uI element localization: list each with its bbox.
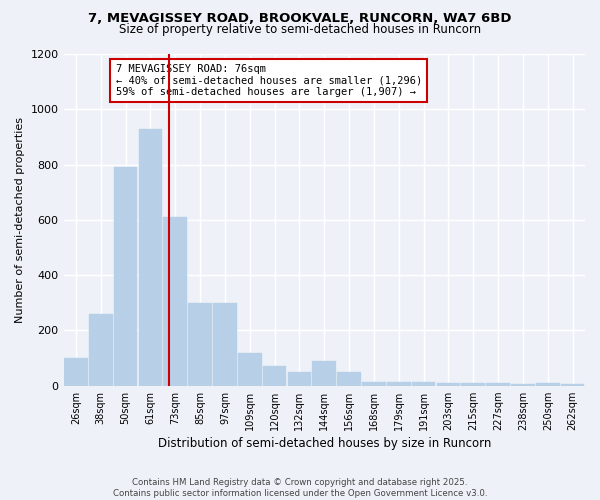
Bar (263, 366, 286, 386)
Bar (337, 372, 361, 386)
Text: 7, MEVAGISSEY ROAD, BROOKVALE, RUNCORN, WA7 6BD: 7, MEVAGISSEY ROAD, BROOKVALE, RUNCORN, … (88, 12, 512, 26)
Bar (387, 382, 410, 386)
Bar (486, 384, 510, 386)
Bar (64, 358, 88, 386)
Bar (511, 384, 535, 386)
Text: Contains HM Land Registry data © Crown copyright and database right 2025.
Contai: Contains HM Land Registry data © Crown c… (113, 478, 487, 498)
Bar (536, 384, 560, 386)
Y-axis label: Number of semi-detached properties: Number of semi-detached properties (15, 117, 25, 323)
Text: Size of property relative to semi-detached houses in Runcorn: Size of property relative to semi-detach… (119, 22, 481, 36)
Bar (362, 382, 386, 386)
Bar (188, 303, 212, 386)
Bar (89, 314, 113, 386)
Bar (313, 361, 336, 386)
Bar (437, 383, 460, 386)
Bar (114, 168, 137, 386)
Bar (412, 382, 436, 386)
Bar (139, 128, 162, 386)
Bar (287, 372, 311, 386)
X-axis label: Distribution of semi-detached houses by size in Runcorn: Distribution of semi-detached houses by … (158, 437, 491, 450)
Bar (213, 303, 237, 386)
Bar (163, 217, 187, 386)
Text: 7 MEVAGISSEY ROAD: 76sqm
← 40% of semi-detached houses are smaller (1,296)
59% o: 7 MEVAGISSEY ROAD: 76sqm ← 40% of semi-d… (116, 64, 422, 97)
Bar (561, 384, 584, 386)
Bar (238, 352, 262, 386)
Bar (461, 383, 485, 386)
